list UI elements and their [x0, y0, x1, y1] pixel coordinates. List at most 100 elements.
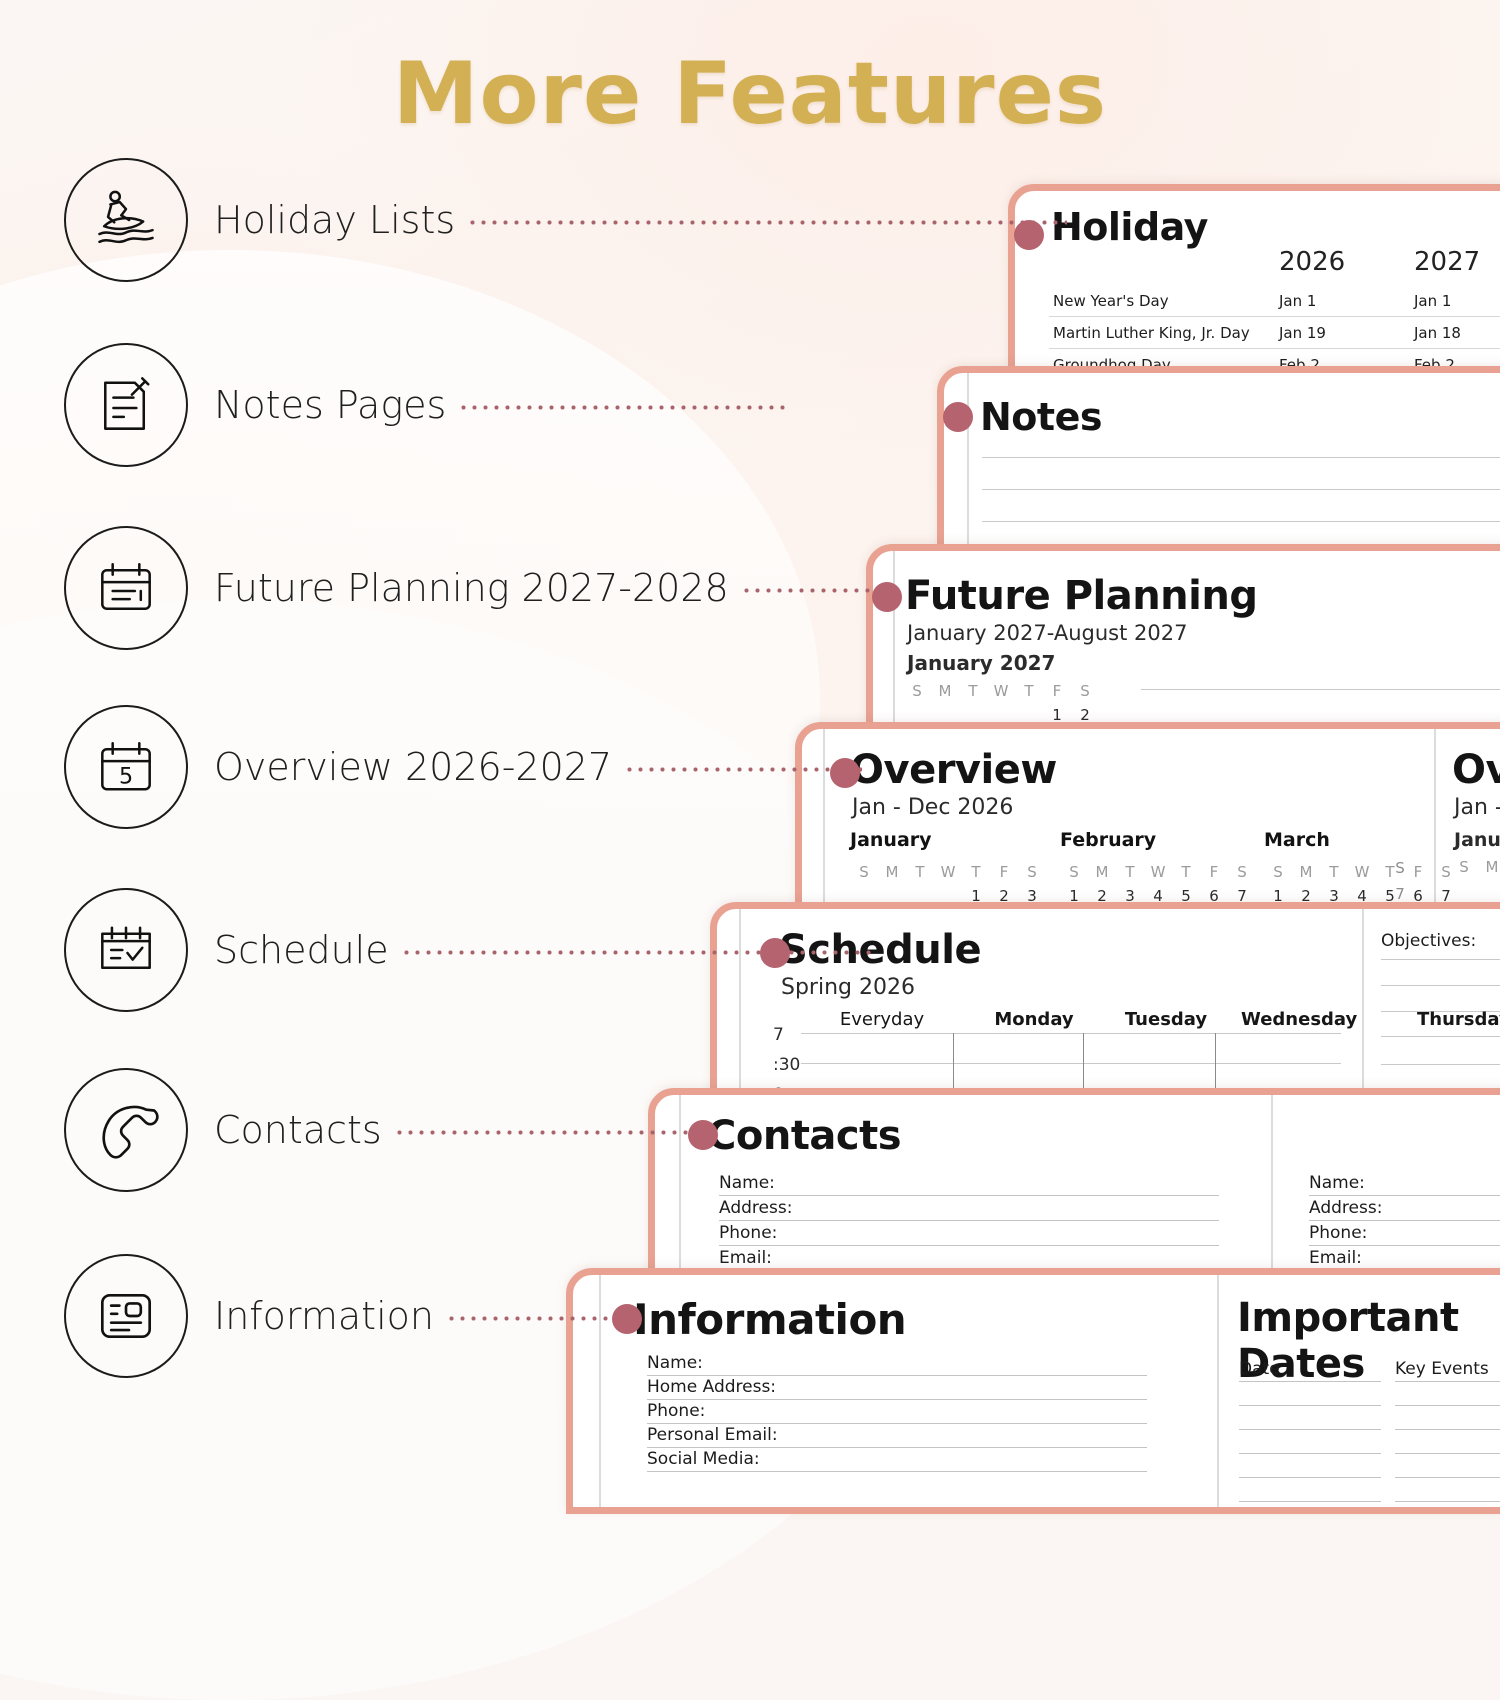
future-planning-title: Future Planning — [905, 573, 1258, 619]
calendar-weekday: M — [1485, 858, 1499, 876]
calendar-weekday: W — [940, 863, 956, 881]
calendar-weekday: S — [1237, 863, 1247, 881]
leader-dots — [624, 766, 863, 772]
field-label: Address: — [1309, 1198, 1383, 1218]
calendar-weekday: F — [1209, 863, 1219, 881]
leader-dots — [400, 949, 873, 955]
calendar-weekday: W — [1354, 863, 1370, 881]
feature-label: Schedule — [214, 928, 389, 972]
field-label: Email: — [719, 1248, 772, 1268]
calendar-weekday: S — [1441, 863, 1451, 881]
field-label: Address: — [719, 1198, 793, 1218]
note-pencil-icon — [64, 343, 188, 467]
calendar-weekday: M — [1095, 863, 1109, 881]
feature-label: Notes Pages — [214, 383, 447, 427]
calendar-day: 1 — [1273, 887, 1283, 905]
page-spine — [739, 909, 741, 1097]
field-label: Home Address: — [647, 1377, 777, 1397]
connector-bullet — [760, 938, 790, 968]
important-dates-line — [1239, 1501, 1381, 1502]
calendar-day: 6 — [1209, 887, 1219, 905]
calendar-weekday: T — [968, 682, 978, 700]
calendar-day: 4 — [1153, 887, 1163, 905]
connector-bullet — [872, 582, 902, 612]
important-dates-col-key-events: Key Events — [1395, 1359, 1489, 1379]
connector-bullet — [612, 1304, 642, 1334]
feature-row-contacts[interactable]: Contacts — [64, 1068, 694, 1192]
calendar-month-name: March — [1264, 829, 1330, 851]
calendar-day: 4 — [1357, 887, 1367, 905]
important-dates-line — [1395, 1501, 1500, 1502]
calendar-weekday: F — [1413, 863, 1423, 881]
page-overview[interactable]: Overview Jan - Dec 2026 January S M T W T F S 1 2… — [795, 722, 1500, 928]
feature-row-holiday-lists[interactable]: Holiday Lists — [64, 158, 1068, 282]
calendar-day: 7 — [1237, 887, 1247, 905]
field-line — [647, 1399, 1147, 1400]
schedule-subtitle: Spring 2026 — [781, 975, 915, 1000]
calendar-day-5-icon: 5 — [64, 705, 188, 829]
holiday-cell: Jan 18 — [1414, 316, 1500, 349]
important-dates-line — [1239, 1405, 1381, 1406]
calendar-weekday: S — [859, 863, 869, 881]
field-line — [719, 1195, 1219, 1196]
calendar-weekday: M — [938, 682, 952, 700]
feature-label: Overview 2026-2027 — [214, 745, 613, 789]
field-label: Phone: — [1309, 1223, 1368, 1243]
schedule-objectives-label: Objectives: — [1381, 931, 1477, 951]
page-contacts[interactable]: Contacts Name: Address: Phone: Email: Name:… — [648, 1088, 1500, 1288]
important-dates-line — [1239, 1453, 1381, 1454]
schedule-column-header: Tuesday — [1124, 1009, 1208, 1030]
calendar-weekday: M — [885, 863, 899, 881]
calendar-day — [1478, 879, 1500, 903]
calendar-day: 1 — [1052, 706, 1062, 724]
schedule-divider — [953, 1033, 954, 1097]
page-notes[interactable]: Notes — [937, 366, 1500, 560]
notes-title: Notes — [980, 395, 1102, 439]
calendar-weekday: T — [971, 863, 981, 881]
calendar-weekday: F — [1052, 682, 1062, 700]
feature-label: Future Planning 2027-2028 — [214, 566, 729, 610]
page-spine — [823, 729, 825, 921]
important-dates-line — [1395, 1453, 1500, 1454]
page-schedule[interactable]: Schedule Spring 2026 Everyday Monday Tuesd… — [710, 902, 1500, 1104]
connector-bullet — [1014, 220, 1044, 250]
page-future-planning[interactable]: Future Planning January 2027-August 2027… — [866, 544, 1500, 742]
field-label: Phone: — [719, 1223, 778, 1243]
feature-row-schedule[interactable]: Schedule — [64, 888, 873, 1012]
feature-row-overview-2026-2027[interactable]: 5 Overview 2026-2027 — [64, 705, 863, 829]
important-dates-line — [1395, 1381, 1500, 1382]
id-card-icon — [64, 1254, 188, 1378]
overview-right-subtitle: Jan - D — [1454, 795, 1500, 820]
calendar-day: 2 — [1301, 887, 1311, 905]
calendar-weekday: T — [1329, 863, 1339, 881]
table-row: Martin Luther King, Jr. Day Jan 19 Jan 18 — [1049, 316, 1500, 349]
objectives-rule — [1381, 1011, 1500, 1012]
calendar-weekday: S — [1273, 863, 1283, 881]
calendar-check-icon — [64, 888, 188, 1012]
calendar-weekday: W — [993, 682, 1009, 700]
schedule-rule — [801, 1063, 1341, 1064]
calendar-weekday: S — [1027, 863, 1037, 881]
page-spine — [1271, 1095, 1273, 1281]
information-title: Information — [633, 1295, 907, 1344]
holiday-cell: Jan 19 — [1279, 316, 1414, 349]
page-spine — [893, 551, 895, 735]
calendar-weekday: F — [999, 863, 1009, 881]
important-dates-col-date: Date — [1239, 1359, 1280, 1379]
feature-row-information[interactable]: Information — [64, 1254, 642, 1378]
feature-row-notes-pages[interactable]: Notes Pages — [64, 343, 789, 467]
calendar-day: 1 — [971, 887, 981, 905]
schedule-rule — [1381, 1064, 1500, 1065]
calendar-day: 2 — [999, 887, 1009, 905]
leader-dots — [467, 219, 1068, 225]
calendar-day: 6 — [1413, 887, 1423, 905]
feature-row-future-planning-2027-2028[interactable]: Future Planning 2027-2028 — [64, 526, 889, 650]
page-holiday[interactable]: Holiday 2026 2027 New Year's Day Jan 1 Jan… — [1008, 184, 1500, 384]
field-label: Personal Email: — [647, 1425, 778, 1445]
holiday-title: Holiday — [1051, 205, 1208, 249]
leader-dots — [458, 404, 789, 410]
calendar-day — [1450, 879, 1478, 903]
contacts-title: Contacts — [707, 1113, 902, 1159]
page-information[interactable]: Information Name: Home Address: Phone: Pers… — [566, 1268, 1500, 1514]
field-line — [647, 1447, 1147, 1448]
